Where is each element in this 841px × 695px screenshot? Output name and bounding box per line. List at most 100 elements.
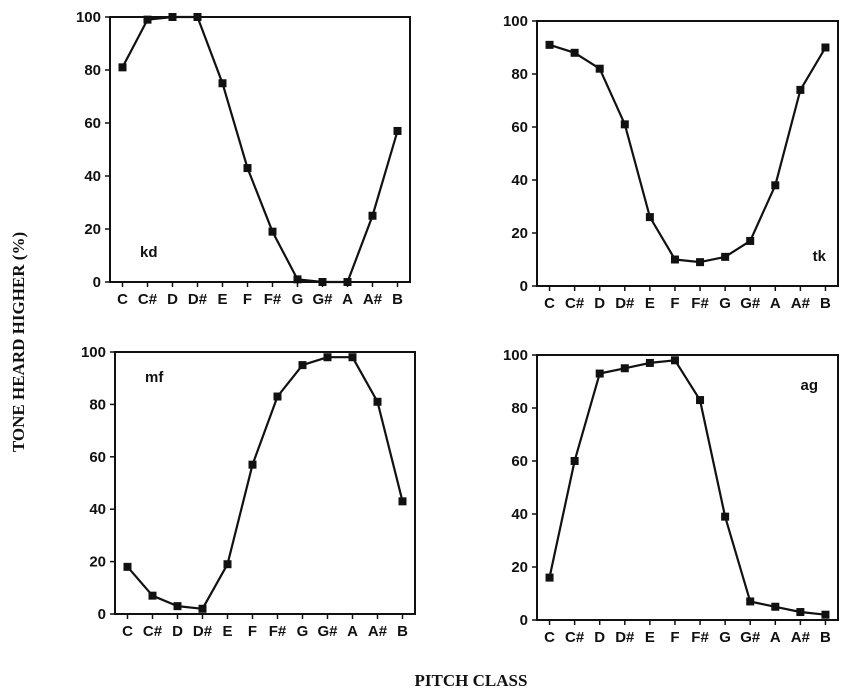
data-point xyxy=(373,397,382,406)
x-tick-label: C# xyxy=(143,623,163,640)
data-point xyxy=(323,353,332,362)
data-point xyxy=(545,40,554,49)
data-point xyxy=(721,512,730,521)
y-tick-label: 60 xyxy=(89,449,106,466)
x-tick-label: G xyxy=(719,295,731,312)
data-point xyxy=(696,396,705,405)
y-tick-label: 80 xyxy=(511,66,528,83)
data-point xyxy=(143,15,152,24)
x-tick-label: G# xyxy=(740,295,761,312)
series-line xyxy=(121,15,399,284)
x-tick-label: B xyxy=(820,295,831,312)
x-tick-label: G xyxy=(292,291,304,308)
chart-panel-kd: 0 20 40 60 80 100 C C# D D# E F F# G G# A A# Bkd xyxy=(76,9,411,308)
panel-label: tk xyxy=(813,248,827,265)
data-point xyxy=(248,460,257,469)
data-point xyxy=(796,85,805,94)
data-point xyxy=(545,573,554,582)
data-point xyxy=(796,608,805,617)
chart-panel-ag: 0 20 40 60 80 100 C C# D D# E F F# G G# A A# Bag xyxy=(503,347,839,646)
x-tick-label: A# xyxy=(791,295,811,312)
x-tick-label: G# xyxy=(312,291,333,308)
data-point xyxy=(570,48,579,57)
y-tick-label: 100 xyxy=(81,344,106,361)
series-line xyxy=(548,359,826,616)
x-tick-label: F# xyxy=(264,291,282,308)
data-point xyxy=(393,126,402,135)
x-tick-label: D# xyxy=(188,291,208,308)
data-point xyxy=(148,591,157,600)
data-point xyxy=(771,602,780,611)
x-tick-label: F xyxy=(248,623,257,640)
x-tick-label: F# xyxy=(269,623,287,640)
data-point xyxy=(198,604,207,613)
data-point xyxy=(123,562,132,571)
x-tick-label: G# xyxy=(740,629,761,646)
data-point xyxy=(343,278,352,286)
data-point xyxy=(670,356,679,365)
x-axis-title: PITCH CLASS xyxy=(415,671,528,690)
x-tick-label: D xyxy=(594,295,605,312)
y-tick-label: 0 xyxy=(93,274,101,291)
x-tick-label: F# xyxy=(691,629,709,646)
x-tick-label: F xyxy=(243,291,252,308)
data-point xyxy=(721,252,730,261)
x-tick-label: G# xyxy=(317,623,338,640)
x-tick-label: F xyxy=(670,295,679,312)
y-axis-title: TONE HEARD HIGHER (%) xyxy=(9,232,28,452)
data-point xyxy=(746,597,755,606)
data-point xyxy=(273,392,282,401)
data-point xyxy=(821,43,830,52)
data-point xyxy=(298,361,307,370)
x-tick-label: A xyxy=(347,623,358,640)
y-tick-label: 100 xyxy=(503,347,528,364)
x-tick-label: E xyxy=(645,629,655,646)
x-tick-label: A xyxy=(770,629,781,646)
x-tick-label: E xyxy=(217,291,227,308)
data-point xyxy=(348,353,357,362)
y-tick-label: 60 xyxy=(84,115,101,132)
x-tick-label: C# xyxy=(565,295,585,312)
plot-frame xyxy=(536,20,839,287)
plot-frame xyxy=(114,351,416,615)
x-tick-label: E xyxy=(222,623,232,640)
y-tick-label: 80 xyxy=(89,396,106,413)
plot-frame xyxy=(536,354,839,621)
y-tick-label: 60 xyxy=(511,119,528,136)
x-tick-label: D xyxy=(594,629,605,646)
x-tick-label: A# xyxy=(791,629,811,646)
y-tick-label: 80 xyxy=(511,400,528,417)
data-point xyxy=(218,79,227,88)
chart-panel-mf: 0 20 40 60 80 100 C C# D D# E F F# G G# A A# Bmf xyxy=(81,344,416,640)
chart-panel-tk: 0 20 40 60 80 100 C C# D D# E F F# G G# A A# Btk xyxy=(503,13,839,312)
x-tick-label: D# xyxy=(615,295,635,312)
x-tick-label: C# xyxy=(138,291,158,308)
x-tick-label: D xyxy=(172,623,183,640)
y-tick-label: 20 xyxy=(84,221,101,238)
data-point xyxy=(118,63,127,72)
x-tick-label: C xyxy=(122,623,133,640)
x-tick-label: G xyxy=(719,629,731,646)
data-point xyxy=(670,255,679,264)
data-point xyxy=(243,164,252,173)
y-tick-label: 100 xyxy=(76,9,101,26)
data-point xyxy=(368,211,377,220)
y-tick-label: 40 xyxy=(511,172,528,189)
data-point xyxy=(193,13,202,21)
data-point xyxy=(620,120,629,129)
panel-label: mf xyxy=(145,369,164,386)
x-tick-label: C# xyxy=(565,629,585,646)
y-tick-label: 20 xyxy=(89,554,106,571)
y-tick-label: 0 xyxy=(98,606,106,623)
data-point xyxy=(223,560,232,569)
data-point xyxy=(318,278,327,286)
data-point xyxy=(168,13,177,21)
x-tick-label: C xyxy=(544,629,555,646)
series-line xyxy=(126,356,404,610)
x-tick-label: G xyxy=(297,623,309,640)
x-tick-label: A# xyxy=(368,623,388,640)
data-point xyxy=(746,236,755,245)
series-line xyxy=(549,43,827,264)
y-tick-label: 40 xyxy=(84,168,101,185)
y-tick-label: 80 xyxy=(84,62,101,79)
